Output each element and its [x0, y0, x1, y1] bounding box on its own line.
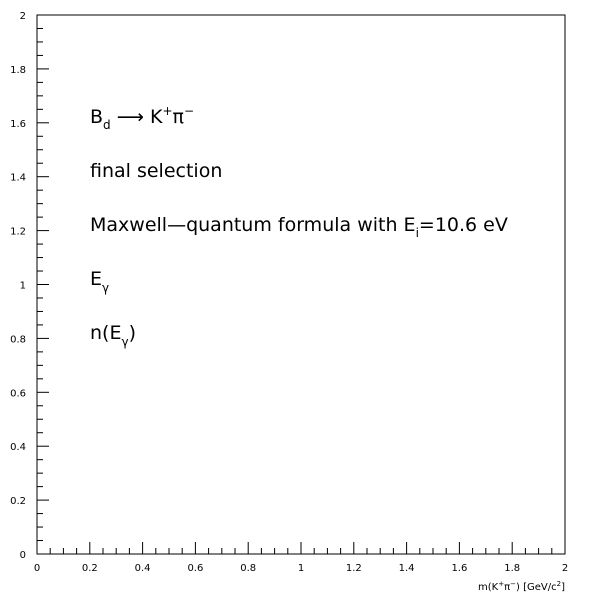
y-tick-label: 1.6 — [10, 119, 26, 130]
x-tick-label: 1.2 — [346, 563, 362, 574]
annotation-e-gamma: Eγ — [90, 268, 109, 295]
y-axis: 0 0.2 0.4 0.6 0.8 1 1.2 1.4 1.6 1.8 2 — [10, 11, 49, 561]
y-tick-label: 1 — [20, 281, 26, 292]
x-tick-label: 1.6 — [451, 563, 467, 574]
y-tick-label: 0.2 — [10, 496, 26, 507]
y-tick-label: 0.6 — [10, 388, 26, 399]
x-tick-label: 1.4 — [399, 563, 415, 574]
annotation-n-e-gamma: n(Eγ) — [90, 322, 136, 349]
plot-frame — [36, 14, 566, 555]
annotation-formula: Maxwell—quantum formula with Ei=10.6 eV — [90, 214, 508, 240]
y-tick-label: 2 — [20, 11, 26, 22]
x-tick-label: 0.4 — [135, 563, 151, 574]
x-tick-label: 0.6 — [187, 563, 203, 574]
x-axis-label: m(K+π−) [GeV/c2] — [478, 580, 565, 593]
x-tick-label: 0.2 — [82, 563, 98, 574]
x-tick-label: 1 — [298, 563, 304, 574]
y-tick-label: 1.2 — [10, 227, 26, 238]
y-tick-label: 1.8 — [10, 65, 26, 76]
x-tick-label: 2 — [562, 563, 568, 574]
x-tick-label: 0.8 — [240, 563, 256, 574]
x-tick-label: 1.8 — [504, 563, 520, 574]
y-tick-label: 0.4 — [10, 442, 26, 453]
annotation-selection: final selection — [90, 160, 222, 182]
y-tick-label: 0 — [20, 550, 26, 561]
x-axis: 0 0.2 0.4 0.6 0.8 1 1.2 1.4 1.6 1.8 2 — [34, 542, 568, 574]
y-tick-label: 1.4 — [10, 173, 26, 184]
y-tick-label: 0.8 — [10, 334, 26, 345]
x-tick-label: 0 — [34, 563, 40, 574]
annotation-decay: Bd ⟶ K+π− — [90, 104, 194, 132]
